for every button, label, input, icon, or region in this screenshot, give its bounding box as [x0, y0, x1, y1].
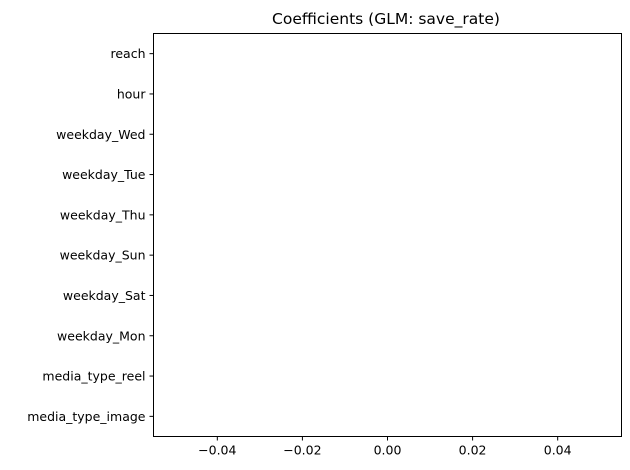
y-tick-label: hour [117, 86, 146, 101]
x-tick-label: 0.00 [374, 443, 402, 458]
y-tick-label: media_type_reel [42, 369, 145, 384]
y-axis: reach hour weekday_Wed weekday_Tue weekday_T… [27, 46, 154, 424]
y-tick-label: weekday_Thu [60, 207, 146, 222]
y-tick-label: weekday_Sun [60, 248, 146, 263]
x-tick-label: 0.02 [459, 443, 487, 458]
x-tick-label: −0.04 [198, 443, 236, 458]
y-tick-label: weekday_Mon [57, 328, 145, 343]
x-axis: −0.04 −0.02 0.00 0.02 0.04 [198, 436, 572, 458]
x-tick-label: 0.04 [544, 443, 572, 458]
y-tick-label: reach [110, 46, 145, 61]
y-tick-label: weekday_Tue [62, 167, 146, 182]
chart-title: Coefficients (GLM: save_rate) [272, 10, 500, 29]
y-tick-label: weekday_Sat [63, 288, 146, 303]
y-tick-label: media_type_image [27, 409, 146, 424]
y-tick-label: weekday_Wed [56, 127, 145, 142]
plot-area [153, 33, 622, 437]
x-tick-label: −0.02 [283, 443, 321, 458]
